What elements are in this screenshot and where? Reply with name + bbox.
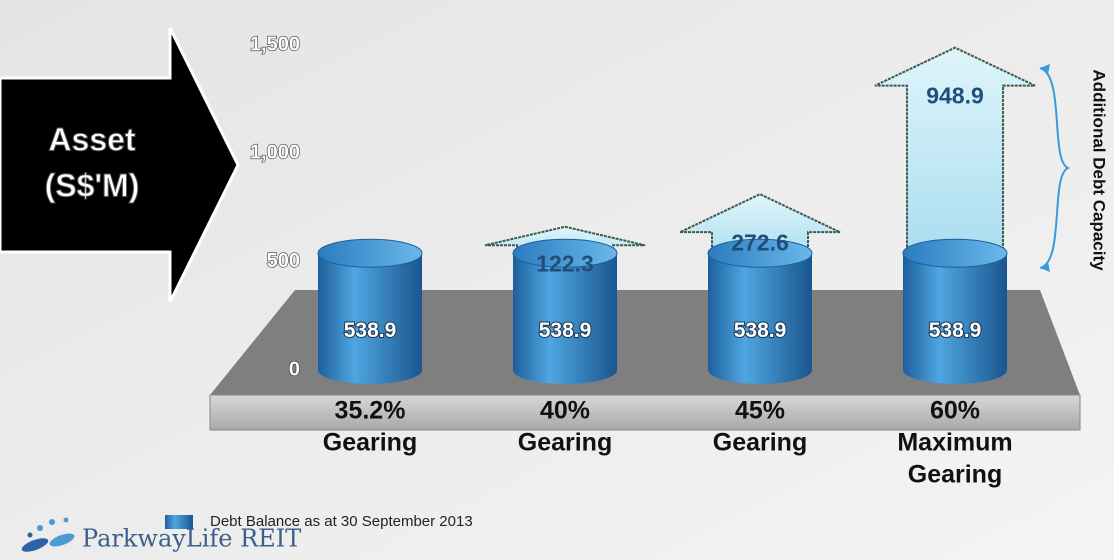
axis-label: (S$'M) [45, 167, 140, 203]
y-tick-label: 500 [267, 250, 300, 272]
x-tick-label: 40% [540, 397, 590, 425]
x-tick-label: Gearing [713, 429, 807, 457]
chart: Asset (S$'M) Additional Debt Capacity De… [0, 0, 1114, 560]
cylinder-top [903, 239, 1007, 267]
cylinder-top [318, 239, 422, 267]
x-tick-label: 60% [930, 397, 980, 425]
x-tick-label: Gearing [518, 429, 612, 457]
data-label: 538.9 [929, 319, 982, 342]
data-label: 538.9 [539, 319, 592, 342]
y-tick-label: 1,000 [250, 142, 300, 164]
x-tick-label: 35.2% [335, 397, 406, 425]
annotation: Additional Debt Capacity [1090, 69, 1109, 271]
logo-text: ParkwayLife REIT [82, 525, 301, 553]
y-tick-label: 1,500 [250, 33, 300, 55]
data-label: 538.9 [344, 319, 397, 342]
data-label: 948.9 [926, 83, 984, 109]
y-tick-label: 0 [289, 358, 300, 380]
x-tick-label: Maximum [897, 429, 1012, 457]
data-label: 538.9 [734, 319, 787, 342]
x-tick-label: Gearing [908, 461, 1002, 489]
data-label: 272.6 [731, 229, 789, 255]
x-tick-label: Gearing [323, 429, 417, 457]
x-tick-label: 45% [735, 397, 785, 425]
data-label: 122.3 [536, 250, 594, 276]
axis-label: Asset [48, 121, 136, 157]
